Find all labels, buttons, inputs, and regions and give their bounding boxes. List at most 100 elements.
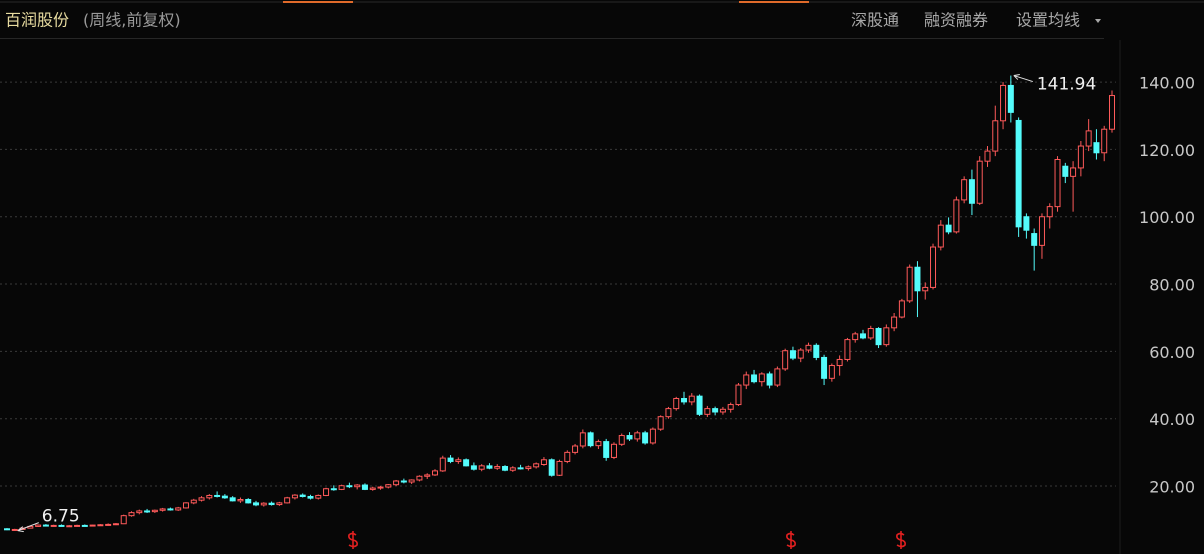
candle-body: [299, 494, 306, 497]
annotation-arrow: [1013, 75, 1033, 83]
candle-body: [898, 300, 905, 318]
candle-body: [548, 459, 555, 476]
candle-body: [284, 497, 291, 504]
candle-body: [587, 432, 594, 447]
candle-body: [354, 484, 361, 488]
candle-body: [377, 486, 384, 489]
candle-body: [1023, 216, 1030, 231]
candle-body: [369, 487, 376, 490]
candle-body: [361, 484, 368, 490]
candle-body: [470, 465, 477, 470]
candle-body: [945, 224, 952, 233]
candle-body: [610, 443, 617, 458]
candle-body: [1031, 233, 1038, 246]
candle-body: [751, 374, 758, 383]
candle-body: [914, 266, 921, 292]
candle-body: [385, 484, 392, 488]
annotation-arrowhead: [17, 526, 24, 533]
candle-body: [922, 286, 929, 292]
candle-body: [821, 356, 828, 379]
candle-body: [221, 495, 228, 499]
candle-body: [120, 515, 127, 525]
candle-body: [463, 459, 470, 467]
candle-body: [1085, 130, 1092, 147]
event-marker: [348, 531, 358, 549]
candle-body: [984, 150, 991, 162]
candle-body: [1062, 165, 1069, 177]
candle-body: [66, 525, 73, 528]
candle-body: [214, 494, 221, 497]
candle-body: [478, 465, 485, 470]
candle-body: [836, 358, 843, 367]
candle-body: [634, 432, 641, 440]
candle-body: [782, 350, 789, 370]
candle-body: [11, 528, 18, 531]
candle-body: [167, 508, 174, 511]
candle-body: [455, 459, 462, 462]
stock-name: 百润股份: [5, 11, 69, 30]
candle-body: [603, 441, 610, 458]
event-markers: [348, 531, 906, 549]
candle-body: [416, 475, 423, 481]
candle-body: [315, 494, 322, 499]
candle-body: [859, 333, 866, 339]
candle-body: [1054, 159, 1061, 208]
candle-body: [81, 524, 88, 527]
y-tick-label: 20.00: [1149, 478, 1195, 497]
candle-body: [953, 199, 960, 233]
candle-body: [253, 502, 260, 506]
candle-body: [579, 432, 586, 447]
annotation-arrowhead: [1013, 74, 1020, 80]
candle-body: [35, 524, 42, 527]
candle-body: [844, 339, 851, 360]
candle-body: [323, 488, 330, 496]
settings-button[interactable]: 设置均线: [1016, 11, 1080, 30]
candle-body: [291, 494, 298, 499]
candle-body: [1015, 119, 1022, 228]
candle-body: [1070, 167, 1077, 177]
candle-body: [144, 510, 151, 513]
candle-body: [136, 510, 143, 514]
candle-body: [408, 479, 415, 483]
y-tick-label: 60.00: [1149, 343, 1195, 362]
period-label: (周线,前复权): [83, 11, 181, 30]
candle-body: [727, 404, 734, 410]
candle-body: [813, 344, 820, 358]
candle-body: [743, 374, 750, 386]
candle-body: [712, 408, 719, 413]
candle-body: [509, 467, 516, 471]
candle-body: [681, 398, 688, 403]
candle-body: [704, 408, 711, 415]
candle-body: [891, 316, 898, 329]
candle-body: [665, 408, 672, 418]
candle-body: [175, 507, 182, 511]
candle-body: [4, 528, 10, 531]
candle-body: [276, 502, 283, 506]
dropdown-arrow: [1095, 19, 1101, 23]
candle-body: [1007, 84, 1014, 113]
candle-body: [89, 524, 96, 527]
candle-body: [112, 523, 119, 526]
max-annotation: 141.94: [1037, 75, 1096, 95]
candle-body: [696, 395, 703, 415]
candle-body: [642, 432, 649, 444]
candle-body: [260, 502, 267, 506]
candle-body: [883, 327, 890, 346]
candle-body: [517, 467, 524, 470]
candle-body: [128, 512, 135, 517]
candle-body: [937, 224, 944, 248]
candle-body: [758, 373, 765, 383]
candle-body: [735, 384, 742, 406]
candle-body: [151, 509, 158, 513]
candle-body: [486, 465, 493, 469]
candle-body: [906, 266, 913, 302]
candle-body: [159, 508, 166, 511]
link-button[interactable]: 深股通: [851, 11, 899, 30]
candle-body: [1101, 128, 1108, 154]
candle-body: [1038, 216, 1045, 246]
candle-body: [766, 373, 773, 386]
link-button[interactable]: 融资融券: [924, 11, 988, 30]
candle-body: [1093, 142, 1100, 154]
candle-body: [797, 349, 804, 359]
